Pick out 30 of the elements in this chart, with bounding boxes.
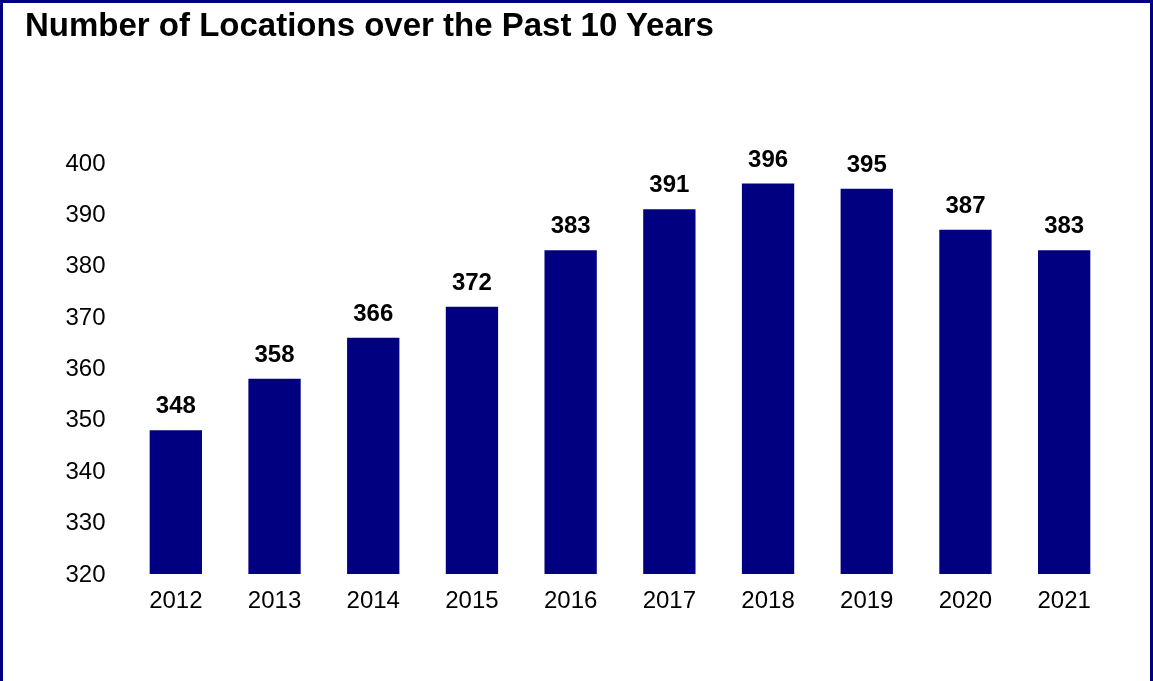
y-tick-label: 360: [65, 354, 106, 381]
x-tick-label: 2012: [149, 585, 203, 613]
y-tick-label: 350: [65, 405, 106, 433]
data-label: 387: [945, 190, 986, 218]
data-label: 348: [155, 391, 196, 419]
x-tick-label: 2016: [543, 585, 598, 613]
x-tick-label: 2020: [938, 585, 993, 613]
data-label: 372: [451, 267, 492, 295]
y-tick-label: 380: [65, 251, 106, 279]
y-tick-label: 400: [65, 148, 106, 176]
y-tick-label: 320: [65, 559, 106, 587]
y-tick-label: 340: [65, 456, 106, 484]
x-tick-label: 2015: [445, 585, 499, 613]
x-tick-label: 2017: [642, 585, 697, 613]
data-label: 383: [1044, 211, 1085, 239]
x-tick-label: 2014: [346, 585, 400, 613]
x-tick-label: 2013: [247, 585, 302, 613]
data-label: 383: [550, 211, 591, 239]
y-tick-label: 390: [65, 199, 106, 227]
data-label: 366: [353, 298, 394, 326]
y-tick-label: 370: [65, 302, 106, 330]
x-tick-label: 2018: [741, 585, 795, 613]
x-tick-label: 2019: [840, 585, 894, 613]
y-tick-label: 330: [65, 508, 106, 536]
x-tick-label: 2021: [1037, 585, 1091, 613]
data-label: 395: [846, 149, 887, 177]
data-label: 358: [254, 339, 295, 367]
data-label: 396: [748, 144, 789, 172]
data-label: 391: [649, 170, 690, 198]
chart-title: Number of Locations over the Past 10 Years: [25, 5, 714, 43]
